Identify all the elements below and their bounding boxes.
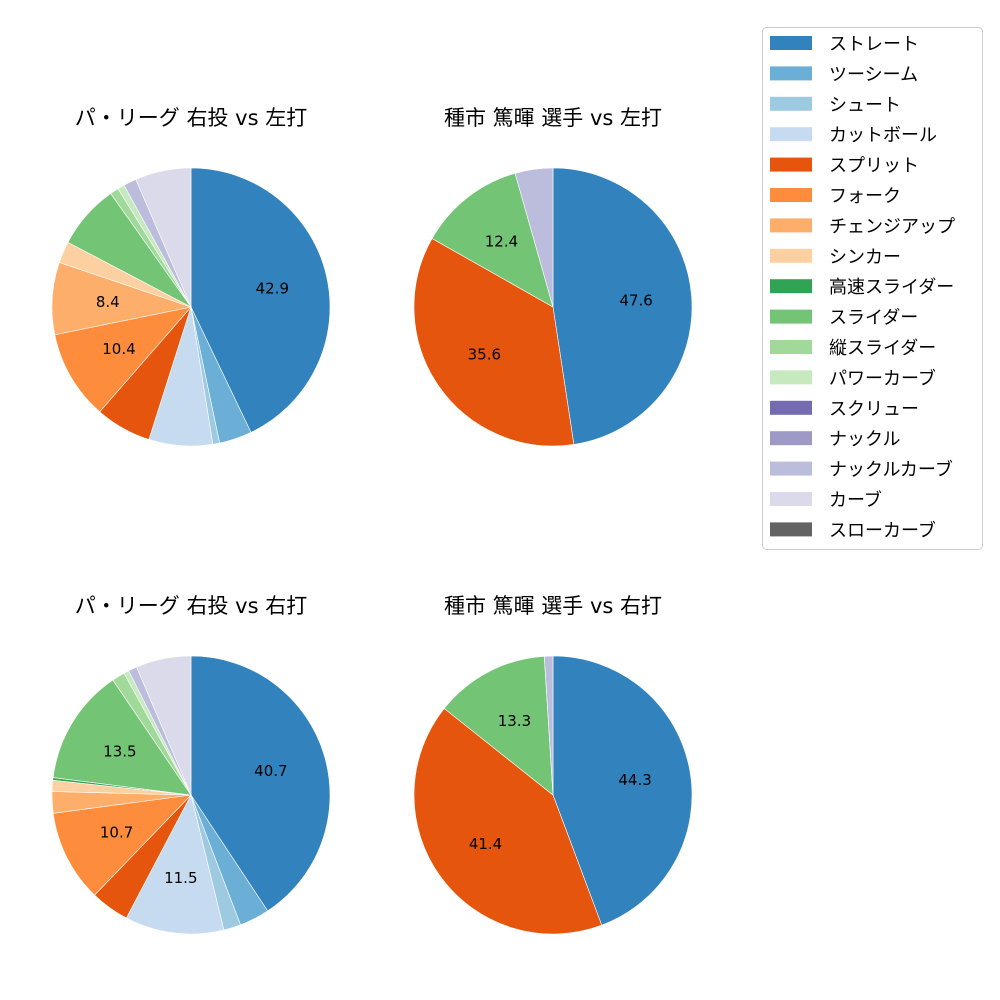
pie-slice-ストレート bbox=[190, 167, 331, 433]
chart-title: 種市 篤暉 選手 vs 右打 bbox=[444, 594, 662, 618]
legend-label: 縦スライダー bbox=[829, 338, 936, 359]
slice-label: 13.3 bbox=[498, 712, 531, 730]
pie-slice-スプリット bbox=[413, 708, 603, 935]
legend-frame bbox=[762, 27, 983, 550]
legend-item: スプリット bbox=[770, 156, 919, 177]
pie-chart-3: パ・リーグ 右投 vs 右打 40.7 11.5 10.7 13.5 bbox=[51, 594, 331, 935]
legend-item: チェンジアップ bbox=[770, 216, 955, 237]
pie-slice-ストレート bbox=[552, 655, 693, 926]
legend-item: 高速スライダー bbox=[770, 277, 954, 298]
legend-swatch bbox=[770, 340, 812, 354]
legend-label: ストレート bbox=[829, 34, 919, 55]
pie-slice-ナックルカーブ bbox=[543, 655, 554, 796]
legend-swatch bbox=[770, 279, 812, 294]
pie-slice-フォーク bbox=[52, 794, 192, 896]
legend-item: フォーク bbox=[770, 186, 901, 207]
legend-swatch bbox=[770, 218, 812, 233]
pie-slice-カーブ bbox=[135, 167, 192, 308]
legend-item: スクリュー bbox=[770, 399, 919, 420]
pie-slice-スプリット bbox=[413, 238, 575, 447]
legend-swatch bbox=[770, 127, 812, 142]
legend-label: チェンジアップ bbox=[829, 216, 955, 237]
legend-swatch bbox=[770, 157, 812, 172]
legend-label: 高速スライダー bbox=[829, 277, 954, 298]
legend-label: パワーカーブ bbox=[829, 367, 936, 389]
legend-item: カーブ bbox=[770, 489, 882, 511]
pie-slice-カットボール bbox=[125, 794, 225, 935]
legend: ストレートツーシームシュートカットボールスプリットフォークチェンジアップシンカー… bbox=[762, 27, 983, 550]
pie-slice-スライダー bbox=[52, 679, 192, 796]
pie-slice-スライダー bbox=[431, 172, 554, 308]
pie-chart-4: 種市 篤暉 選手 vs 右打 44.3 41.4 13.3 bbox=[413, 594, 693, 935]
legend-swatch bbox=[770, 96, 812, 111]
chart-title: 種市 篤暉 選手 vs 左打 bbox=[444, 106, 662, 130]
pie-slice-ナックルカーブ bbox=[514, 167, 554, 308]
legend-item: シンカー bbox=[770, 247, 901, 268]
chart-title: パ・リーグ 右投 vs 左打 bbox=[75, 106, 307, 130]
slice-label: 41.4 bbox=[469, 835, 502, 853]
legend-label: カットボール bbox=[829, 125, 937, 146]
legend-swatch bbox=[770, 492, 812, 506]
legend-swatch bbox=[770, 248, 812, 263]
legend-item: 縦スライダー bbox=[770, 338, 936, 359]
pie-chart-2: 種市 篤暉 選手 vs 左打 47.6 35.6 12.4 bbox=[413, 106, 693, 447]
legend-label: スライダー bbox=[829, 308, 918, 329]
chart-title: パ・リーグ 右投 vs 右打 bbox=[75, 594, 307, 618]
legend-swatch bbox=[770, 36, 812, 50]
legend-swatch bbox=[770, 400, 812, 415]
legend-label: シュート bbox=[829, 95, 901, 116]
legend-swatch bbox=[770, 370, 812, 385]
legend-label: フォーク bbox=[829, 186, 901, 207]
slice-label: 11.5 bbox=[164, 869, 197, 887]
legend-label: カーブ bbox=[829, 489, 882, 511]
legend-label: シンカー bbox=[829, 247, 901, 268]
legend-swatch bbox=[770, 309, 812, 324]
pie-slice-フォーク bbox=[54, 306, 192, 413]
legend-label: ナックル bbox=[829, 429, 900, 450]
slice-label: 8.4 bbox=[96, 293, 120, 311]
slice-label: 13.5 bbox=[103, 742, 136, 760]
legend-swatch bbox=[770, 522, 812, 537]
legend-item: シュート bbox=[770, 95, 901, 116]
legend-item: スライダー bbox=[770, 308, 918, 329]
legend-swatch bbox=[770, 461, 812, 476]
legend-label: ツーシーム bbox=[829, 64, 918, 85]
pie-slice-カーブ bbox=[136, 655, 192, 796]
legend-label: スプリット bbox=[829, 156, 919, 177]
legend-item: ストレート bbox=[770, 34, 919, 55]
slice-label: 35.6 bbox=[468, 345, 501, 363]
slice-label: 42.9 bbox=[256, 280, 289, 298]
legend-item: ナックル bbox=[770, 429, 900, 450]
legend-item: カットボール bbox=[770, 125, 937, 146]
legend-swatch bbox=[770, 431, 812, 446]
legend-label: スクリュー bbox=[829, 399, 919, 420]
legend-item: スローカーブ bbox=[770, 519, 936, 541]
legend-item: ナックルカーブ bbox=[770, 459, 953, 481]
pie-slice-ストレート bbox=[552, 167, 693, 445]
legend-label: ナックルカーブ bbox=[829, 459, 953, 481]
slice-label: 44.3 bbox=[618, 771, 651, 789]
legend-swatch bbox=[770, 188, 812, 202]
slice-label: 12.4 bbox=[485, 232, 518, 250]
pie-slice-スライダー bbox=[443, 655, 554, 796]
slice-label: 10.7 bbox=[100, 824, 133, 842]
slice-label: 47.6 bbox=[619, 292, 652, 310]
legend-swatch bbox=[770, 66, 812, 81]
legend-item: ツーシーム bbox=[770, 64, 918, 85]
slice-label: 40.7 bbox=[254, 762, 287, 780]
legend-label: スローカーブ bbox=[829, 519, 936, 541]
legend-item: パワーカーブ bbox=[770, 367, 936, 389]
pie-chart-1: パ・リーグ 右投 vs 左打 42.9 10.4 8.4 bbox=[51, 106, 331, 447]
slice-label: 10.4 bbox=[102, 340, 135, 358]
